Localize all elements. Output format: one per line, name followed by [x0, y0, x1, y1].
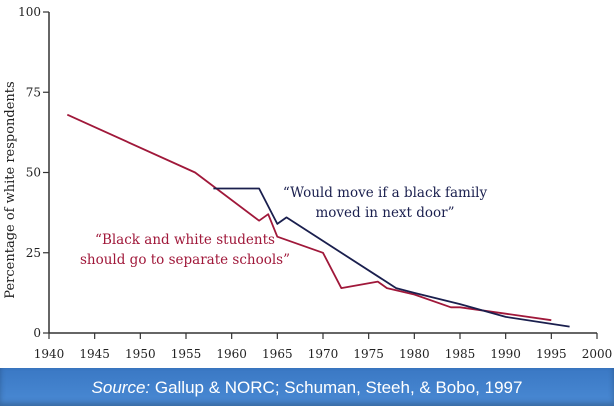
x-tick-label: 1990: [490, 347, 521, 361]
y-tick-label: 100: [18, 5, 41, 19]
series-line-0: [66, 113, 552, 322]
x-tick-label: 1975: [353, 347, 384, 361]
series-label-move-line1: “Would move if a black family: [283, 185, 488, 201]
y-tick-label: 75: [26, 85, 41, 99]
x-tick-label: 1995: [536, 347, 567, 361]
axes: 1940 1945 1950 1955 1960 1965 1970 1975 1980 1985…: [18, 5, 612, 361]
source-footer: Source: Gallup & NORC; Schuman, Steeh, &…: [0, 368, 614, 406]
y-tick-label: 50: [26, 166, 41, 180]
series-label-schools-line2: should go to separate schools”: [80, 252, 290, 268]
x-tick-label: 1980: [399, 347, 430, 361]
y-tick-label: 25: [26, 246, 41, 260]
x-tick-label: 1965: [262, 347, 293, 361]
series-group: [66, 113, 570, 328]
x-tick-label: 2000: [582, 347, 613, 361]
y-axis-label: Percentage of white respondents: [3, 81, 18, 298]
x-tick-label: 1950: [125, 347, 156, 361]
series-label-schools-line1: “Black and white students: [95, 232, 275, 248]
x-tick-label: 1945: [79, 347, 110, 361]
source-text: Gallup & NORC; Schuman, Steeh, & Bobo, 1…: [150, 378, 523, 397]
line-chart: 1940 1945 1950 1955 1960 1965 1970 1975 1980 1985…: [3, 5, 612, 361]
source-label: Source:: [91, 378, 151, 397]
y-tick-label: 0: [33, 326, 41, 340]
x-tick-label: 1970: [308, 347, 339, 361]
x-tick-label: 1985: [445, 347, 476, 361]
series-line-1: [213, 187, 570, 328]
series-label-move-line2: moved in next door”: [315, 205, 454, 221]
x-tick-label: 1955: [171, 347, 202, 361]
x-tick-label: 1940: [34, 347, 65, 361]
x-tick-label: 1960: [216, 347, 247, 361]
